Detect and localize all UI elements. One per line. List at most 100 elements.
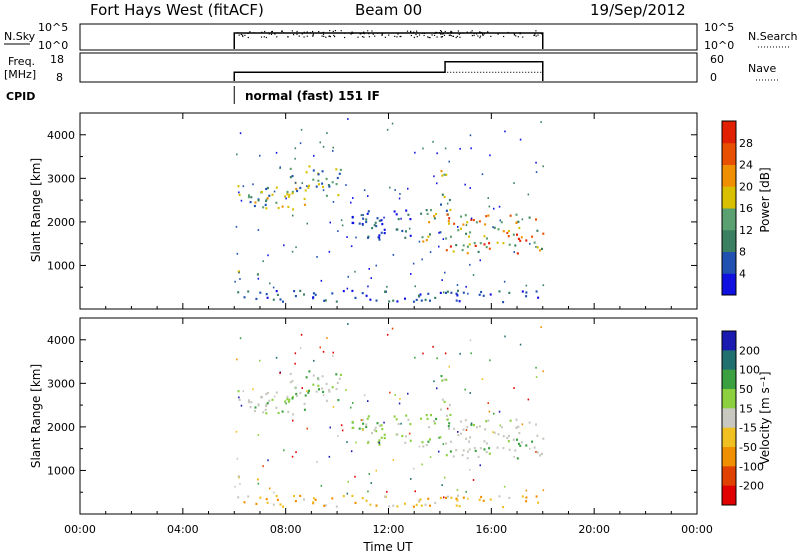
- range-gate-cell: [306, 222, 308, 225]
- range-gate-cell: [275, 406, 278, 409]
- range-gate-cell: [291, 192, 294, 195]
- range-gate-cell: [347, 480, 349, 483]
- noise-point: [441, 33, 443, 35]
- range-gate-cell: [303, 402, 306, 405]
- noise-point: [447, 32, 449, 34]
- range-gate-cell: [447, 220, 450, 223]
- range-gate-cell: [312, 374, 315, 377]
- range-gate-cell: [375, 469, 377, 472]
- range-gate-cell: [366, 212, 369, 215]
- range-gate-cell: [478, 498, 481, 501]
- range-gate-cell: [320, 279, 323, 282]
- range-gate-cell: [513, 456, 515, 458]
- range-gate-cell: [346, 236, 348, 238]
- noise-point: [357, 36, 359, 38]
- noise-point: [350, 33, 352, 35]
- range-gate-cell: [386, 128, 389, 131]
- range-gate-cell: [292, 413, 295, 416]
- range-gate-cell: [350, 201, 352, 204]
- noise-point: [436, 32, 438, 34]
- range-gate-cell: [331, 497, 334, 500]
- range-gate-cell: [248, 399, 250, 402]
- range-gate-cell: [236, 153, 238, 156]
- range-gate-cell: [239, 132, 242, 135]
- range-gate-cell: [351, 494, 354, 497]
- range-gate-cell: [445, 442, 448, 445]
- range-gate-cell: [320, 484, 323, 487]
- range-gate-cell: [440, 375, 443, 378]
- noise-point: [329, 35, 331, 37]
- y-tick-label: 2000: [47, 216, 75, 229]
- range-gate-cell: [296, 189, 299, 193]
- range-gate-cell: [339, 168, 342, 171]
- range-gate-cell: [489, 498, 492, 501]
- range-gate-cell: [351, 289, 354, 292]
- range-gate-cell: [265, 187, 268, 191]
- range-gate-cell: [247, 290, 250, 293]
- range-gate-cell: [331, 386, 334, 389]
- range-gate-cell: [265, 293, 268, 296]
- noise-point: [303, 36, 305, 38]
- range-gate-cell: [465, 232, 468, 235]
- range-gate-cell: [285, 402, 287, 405]
- range-gate-cell: [367, 210, 370, 213]
- range-gate-cell: [286, 193, 289, 196]
- range-gate-cell: [367, 195, 369, 197]
- range-gate-cell: [472, 274, 475, 276]
- range-gate-cell: [265, 198, 268, 201]
- range-gate-cell: [400, 217, 402, 220]
- range-gate-cell: [537, 501, 540, 504]
- range-gate-cell: [361, 292, 364, 295]
- y-tick-label: 3000: [47, 377, 75, 390]
- range-gate-cell: [462, 496, 465, 499]
- range-gate-cell: [464, 419, 467, 422]
- range-gate-cell: [367, 400, 369, 402]
- x-axis-ticks: 00:00 04:00 08:00 12:00 16:00 20:00 00:00: [64, 113, 713, 536]
- range-gate-cell: [439, 231, 442, 234]
- range-gate-cell: [425, 209, 428, 212]
- noise-point: [271, 30, 273, 33]
- range-gate-cell: [314, 293, 317, 296]
- range-gate-cell: [259, 291, 262, 294]
- range-gate-cell: [442, 238, 445, 240]
- range-gate-cell: [252, 183, 254, 186]
- range-gate-cell: [354, 501, 357, 504]
- range-gate-cell: [466, 252, 469, 255]
- noise-point: [242, 34, 244, 36]
- range-gate-cell: [264, 408, 267, 411]
- range-gate-cell: [442, 443, 445, 445]
- velocity-colorbar-tick: -100: [739, 460, 764, 473]
- colorbar-swatch: [722, 447, 736, 467]
- range-gate-cell: [519, 138, 522, 141]
- colorbar-swatch: [722, 164, 736, 187]
- noise-point: [435, 31, 437, 33]
- range-gate-cell: [441, 379, 444, 382]
- range-gate-cell: [468, 243, 471, 246]
- range-gate-cell: [375, 225, 378, 228]
- range-gate-cell: [465, 285, 467, 288]
- range-gate-cell: [358, 427, 361, 430]
- range-gate-cell: [365, 218, 368, 221]
- range-gate-cell: [266, 402, 269, 405]
- nave-tick-top: 60: [710, 53, 724, 66]
- range-gate-cell: [415, 298, 418, 301]
- cpid-label: CPID: [6, 90, 35, 103]
- range-gate-cell: [374, 426, 377, 429]
- range-gate-cell: [261, 395, 263, 399]
- range-gate-cell: [443, 195, 446, 198]
- noise-point: [410, 31, 412, 33]
- range-gate-cell: [318, 388, 320, 391]
- range-gate-cell: [383, 437, 386, 440]
- range-gate-cell: [255, 502, 258, 505]
- range-gate-cell: [281, 205, 284, 208]
- noise-point: [344, 36, 346, 39]
- range-gate-cell: [441, 174, 444, 177]
- range-gate-cell: [350, 450, 353, 453]
- range-gate-cell: [287, 400, 290, 403]
- range-gate-cell: [291, 380, 294, 383]
- noise-point: [352, 32, 354, 34]
- noise-point: [482, 34, 484, 36]
- range-gate-cell: [542, 232, 545, 235]
- range-gate-cell: [473, 447, 476, 450]
- range-gate-cell: [331, 292, 334, 295]
